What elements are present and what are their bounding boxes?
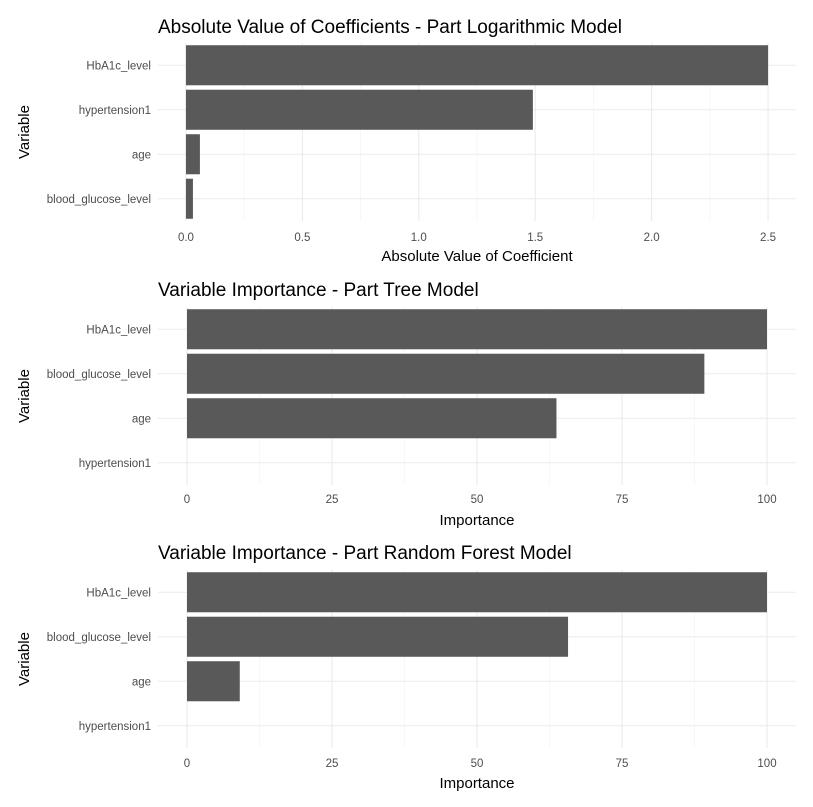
x-tick-label: 75 [616, 758, 629, 770]
x-axis-title: Importance [439, 775, 514, 792]
y-tick-label: hypertension1 [79, 458, 151, 470]
bar-age [185, 134, 200, 175]
x-tick-label: 25 [326, 494, 339, 506]
bar-hba1c-level [187, 309, 767, 350]
y-tick-label: HbA1c_level [86, 587, 151, 599]
y-tick-label: blood_glucose_level [47, 194, 151, 206]
x-tick-label: 0 [184, 494, 190, 506]
y-axis-title: Variable [16, 632, 33, 686]
chart-panel-1: HbA1c_level hypertension1 age blood_glucose… [16, 17, 796, 265]
chart-title: Variable Importance - Part Random Forest… [158, 543, 572, 564]
bar-blood-glucose-level [187, 616, 569, 657]
bar-age [187, 661, 240, 702]
y-tick-label: HbA1c_level [86, 324, 151, 336]
x-tick-label: 100 [757, 494, 776, 506]
x-tick-label: 50 [471, 758, 484, 770]
bar-hypertension1 [185, 89, 533, 130]
x-tick-label: 100 [757, 758, 776, 770]
x-tick-label: 1.5 [527, 232, 543, 244]
x-tick-label: 0.0 [178, 232, 194, 244]
x-tick-label: 50 [471, 494, 484, 506]
x-tick-label: 2.0 [644, 232, 660, 244]
y-tick-label: age [132, 149, 151, 161]
bar-hba1c-level [187, 572, 767, 613]
x-tick-label: 75 [616, 494, 629, 506]
y-tick-label: blood_glucose_level [47, 369, 151, 381]
y-tick-label: blood_glucose_level [47, 632, 151, 644]
x-tick-label: 0 [184, 758, 190, 770]
x-tick-label: 25 [326, 758, 339, 770]
y-tick-label: age [132, 676, 151, 688]
x-tick-label: 1.0 [411, 232, 427, 244]
x-axis-title: Absolute Value of Coefficient [381, 248, 573, 265]
y-tick-label: hypertension1 [79, 721, 151, 733]
bar-age [187, 398, 557, 439]
chart-title: Variable Importance - Part Tree Model [158, 280, 479, 301]
x-axis-title: Importance [439, 512, 514, 529]
bar-blood-glucose-level [185, 178, 193, 219]
y-axis-title: Variable [16, 105, 33, 159]
y-tick-label: HbA1c_level [86, 60, 151, 72]
chart-title: Absolute Value of Coefficients - Part Lo… [158, 17, 622, 38]
y-tick-label: age [132, 413, 151, 425]
bar-hba1c-level [185, 45, 769, 86]
x-tick-label: 0.5 [294, 232, 310, 244]
bar-blood-glucose-level [187, 353, 705, 394]
x-tick-label: 2.5 [760, 232, 776, 244]
y-axis-title: Variable [16, 369, 33, 423]
y-tick-label: hypertension1 [79, 105, 151, 117]
